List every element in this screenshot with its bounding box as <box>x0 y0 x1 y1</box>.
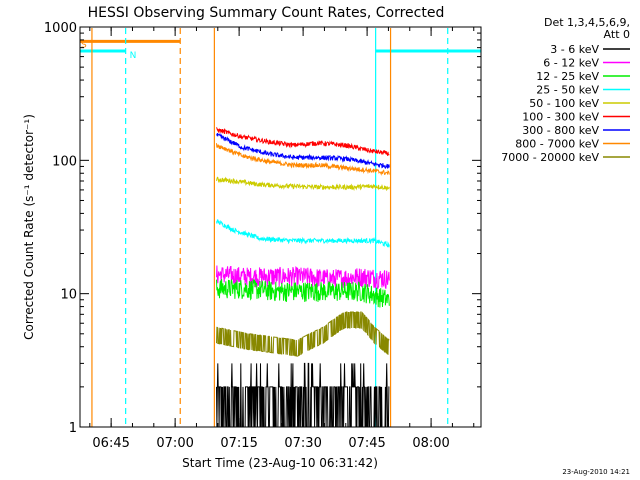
y-tick-label: 1000 <box>44 21 77 36</box>
legend-label-300-800-kev: 300 - 800 keV <box>522 124 599 137</box>
x-axis: 06:45 07:00 07:15 07:30 07:45 08:00 <box>89 27 475 451</box>
legend-label-800-7000-kev: 800 - 7000 keV <box>515 138 599 151</box>
x-tick-label: 07:00 <box>156 436 193 451</box>
series-line-6-12-kev <box>216 265 390 290</box>
x-axis-label: Start Time (23-Aug-10 06:31:42) <box>182 456 378 470</box>
y-axis: 1 10 100 1000 <box>44 21 481 436</box>
series-line-100-300-kev <box>216 127 390 156</box>
x-tick-label: 06:45 <box>92 436 129 451</box>
legend-label-12-25-kev: 12 - 25 keV <box>536 70 599 83</box>
legend-label-6-12-kev: 6 - 12 keV <box>543 57 599 70</box>
flag-label: N <box>130 51 137 61</box>
x-tick-label: 08:00 <box>412 436 449 451</box>
chart-title: HESSI Observing Summary Count Rates, Cor… <box>88 5 445 21</box>
flag-label: S <box>81 40 87 50</box>
series-line-12-25-kev <box>216 279 390 308</box>
legend-label-100-300-kev: 100 - 300 keV <box>522 111 599 124</box>
y-tick-label: 1 <box>69 421 77 436</box>
series-line-50-100-kev <box>216 176 390 192</box>
legend-header: Det 1,3,4,5,6,9, <box>544 16 630 29</box>
x-tick-label: 07:30 <box>284 436 321 451</box>
x-tick-label: 07:45 <box>348 436 385 451</box>
legend-label-50-100-kev: 50 - 100 keV <box>529 97 599 110</box>
series-line-7000-20000-kev <box>216 311 390 357</box>
legend-label-7000-20000-kev: 7000 - 20000 keV <box>501 151 599 164</box>
y-tick-label: 10 <box>60 288 77 303</box>
flag-lines: SN <box>80 39 481 61</box>
series-line-300-800-kev <box>216 132 390 169</box>
series-line-25-50-kev <box>216 219 390 248</box>
series-group <box>216 127 390 428</box>
plot-frame <box>79 26 482 428</box>
legend-label-3-6-kev: 3 - 6 keV <box>550 43 599 56</box>
legend-label-25-50-kev: 25 - 50 keV <box>536 84 599 97</box>
footer-timestamp: 23-Aug-2010 14:21 <box>562 468 630 476</box>
y-tick-label: 100 <box>52 154 77 169</box>
legend-header: Att 0 <box>604 28 630 41</box>
y-axis-label: Corrected Count Rate (s⁻¹ detector⁻¹) <box>22 114 36 340</box>
x-tick-label: 07:15 <box>220 436 257 451</box>
vertical-markers <box>91 28 449 427</box>
series-line-800-7000-kev <box>216 143 390 176</box>
